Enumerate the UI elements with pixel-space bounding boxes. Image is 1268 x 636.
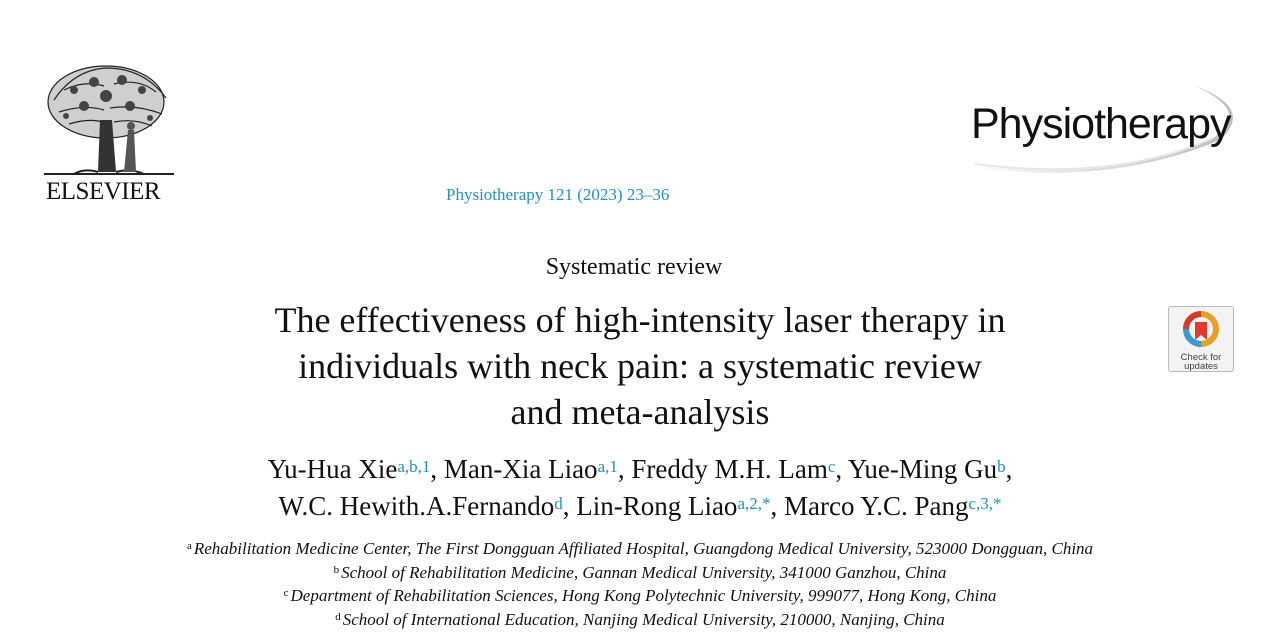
separator: , <box>562 491 577 521</box>
title-line: The effectiveness of high-intensity lase… <box>274 300 1006 340</box>
affiliation-mark[interactable]: a,1 <box>597 457 618 476</box>
elsevier-logo: ELSEVIER <box>44 60 174 210</box>
affiliation-mark[interactable]: c,3,* <box>968 494 1002 513</box>
author-name[interactable]: Yue-Ming Gu <box>847 454 998 484</box>
affiliation-mark[interactable]: a,b,1 <box>397 457 431 476</box>
separator: , <box>430 454 444 484</box>
swoosh-icon <box>965 86 1233 173</box>
author-name[interactable]: Lin-Rong Liao <box>576 491 738 521</box>
author-name[interactable]: W.C. Hewith.A.Fernando <box>278 491 555 521</box>
affiliation-key: a <box>186 540 192 552</box>
elsevier-tree-icon <box>44 65 174 175</box>
elsevier-wordmark: ELSEVIER <box>46 178 161 205</box>
affiliation-text: Rehabilitation Medicine Center, The Firs… <box>193 539 1094 558</box>
affiliation-item: d School of International Education, Nanj… <box>60 608 1220 632</box>
separator: , <box>617 454 632 484</box>
journal-logo: Physiotherapy <box>955 78 1245 183</box>
title-line: and meta-analysis <box>510 392 770 432</box>
crossmark-icon <box>1183 311 1219 347</box>
affiliation-item: a Rehabilitation Medicine Center, The Fir… <box>60 537 1220 561</box>
check-for-updates-button[interactable]: Check for updates <box>1168 306 1234 372</box>
affiliation-mark[interactable]: d <box>554 494 563 513</box>
separator: , <box>770 491 784 521</box>
affiliation-key: b <box>333 563 340 576</box>
affiliation-mark[interactable]: c <box>827 457 836 476</box>
journal-name: Physiotherapy <box>971 100 1231 148</box>
affiliation-item: c Department of Rehabilitation Sciences, … <box>60 584 1220 608</box>
author-name[interactable]: Yu-Hua Xie <box>267 454 398 484</box>
title-line: individuals with neck pain: a systematic… <box>298 346 982 386</box>
affiliation-key: c <box>283 587 289 599</box>
author-list: Yu-Hua Xiea,b,1, Man-Xia Liaoa,1, Freddy… <box>100 451 1180 525</box>
affiliation-text: Department of Rehabilitation Sciences, H… <box>290 586 997 605</box>
affiliation-item: b School of Rehabilitation Medicine, Gann… <box>60 561 1220 585</box>
affiliation-text: School of Rehabilitation Medicine, Ganna… <box>341 562 947 582</box>
affiliation-list: a Rehabilitation Medicine Center, The Fir… <box>60 537 1220 631</box>
separator: , <box>835 454 848 484</box>
article-type: Systematic review <box>545 254 723 280</box>
article-title: The effectiveness of high-intensity lase… <box>160 297 1120 435</box>
affiliation-mark[interactable]: b <box>997 457 1006 476</box>
separator: , <box>1005 454 1013 484</box>
check-for-updates-label: updates <box>1184 361 1218 372</box>
author-name[interactable]: Freddy M.H. Lam <box>631 454 828 484</box>
journal-reference-link[interactable]: Physiotherapy 121 (2023) 23–36 <box>446 185 670 204</box>
affiliation-mark[interactable]: a,2,* <box>737 494 771 513</box>
check-for-updates-label: Check for <box>1180 352 1222 363</box>
author-name[interactable]: Man-Xia Liao <box>443 454 598 484</box>
affiliation-key: d <box>335 610 341 623</box>
author-name[interactable]: Marco Y.C. Pang <box>783 491 969 521</box>
affiliation-text: School of International Education, Nanji… <box>342 609 945 629</box>
